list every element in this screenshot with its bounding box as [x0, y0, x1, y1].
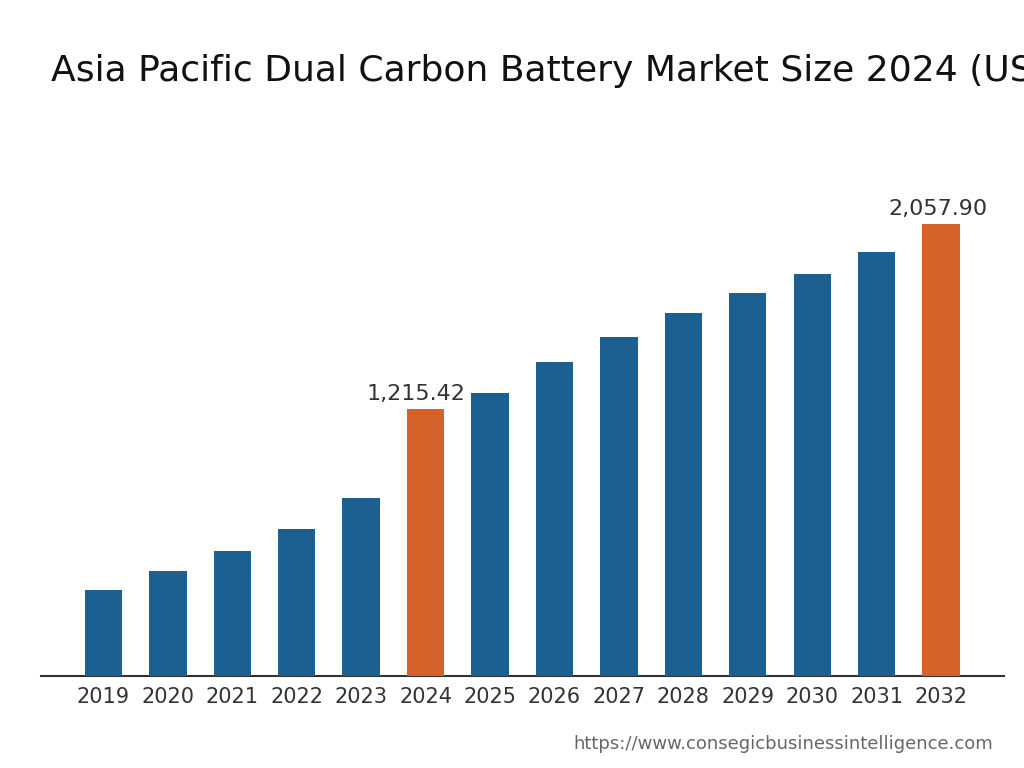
Text: 2,057.90: 2,057.90 [888, 199, 987, 219]
Bar [150, 571, 186, 676]
Bar [858, 253, 895, 676]
Bar [536, 362, 573, 676]
Text: 1,215.42: 1,215.42 [367, 384, 465, 404]
Bar [794, 274, 830, 676]
Bar [85, 591, 122, 676]
Bar [214, 551, 251, 676]
Bar [729, 293, 766, 676]
Bar [665, 313, 702, 676]
Bar [342, 498, 380, 676]
Text: https://www.consegicbusinessintelligence.com: https://www.consegicbusinessintelligence… [573, 735, 993, 753]
Bar [600, 337, 638, 676]
Bar [923, 224, 959, 676]
Bar [279, 529, 315, 676]
Bar [407, 409, 444, 676]
Bar [471, 392, 509, 676]
Text: Asia Pacific Dual Carbon Battery Market Size 2024 (USD Million): Asia Pacific Dual Carbon Battery Market … [51, 54, 1024, 88]
